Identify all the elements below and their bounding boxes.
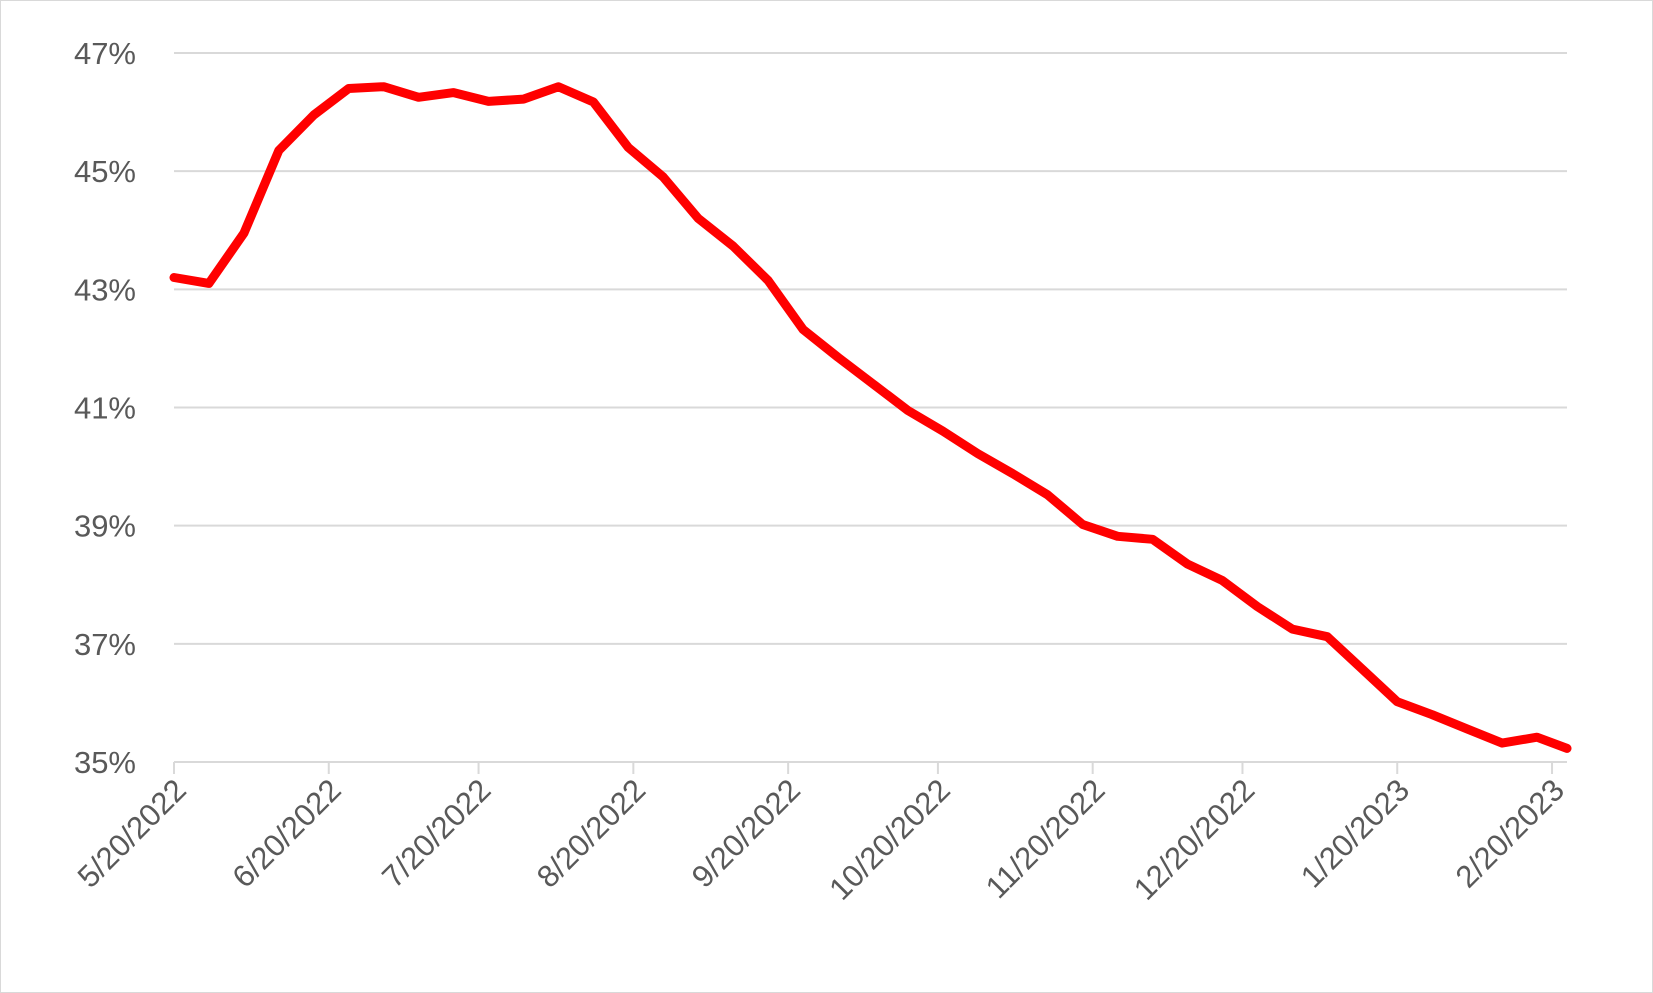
y-tick-label: 43% <box>74 272 136 307</box>
gridlines <box>174 52 1567 645</box>
y-tick-label: 35% <box>74 745 136 780</box>
x-tick-label: 12/20/2022 <box>1127 772 1261 906</box>
x-tick-label: 5/20/2022 <box>71 772 193 894</box>
x-tick-label: 1/20/2023 <box>1294 772 1416 894</box>
y-tick-label: 39% <box>74 509 136 544</box>
x-axis-labels: 5/20/2022 6/20/2022 7/20/2022 8/20/2022 9/20… <box>71 772 1571 906</box>
x-tick-label: 8/20/2022 <box>530 772 652 894</box>
x-tick-label: 2/20/2023 <box>1449 772 1571 894</box>
y-axis-labels: 35% 37% 39% 41% 43% 45% 47% <box>74 36 136 780</box>
y-tick-label: 37% <box>74 627 136 662</box>
x-axis-ticks <box>173 762 1554 774</box>
x-tick-label: 11/20/2022 <box>979 772 1112 905</box>
x-tick-label: 6/20/2022 <box>225 772 347 894</box>
x-tick-label: 10/20/2022 <box>822 772 956 906</box>
y-tick-label: 47% <box>74 36 136 71</box>
series-layer <box>169 82 1572 753</box>
y-tick-label: 41% <box>74 391 136 426</box>
x-tick-label: 9/20/2022 <box>685 772 807 894</box>
series-line <box>169 82 1572 753</box>
y-tick-label: 45% <box>74 154 136 189</box>
x-tick-label: 7/20/2022 <box>375 772 497 894</box>
